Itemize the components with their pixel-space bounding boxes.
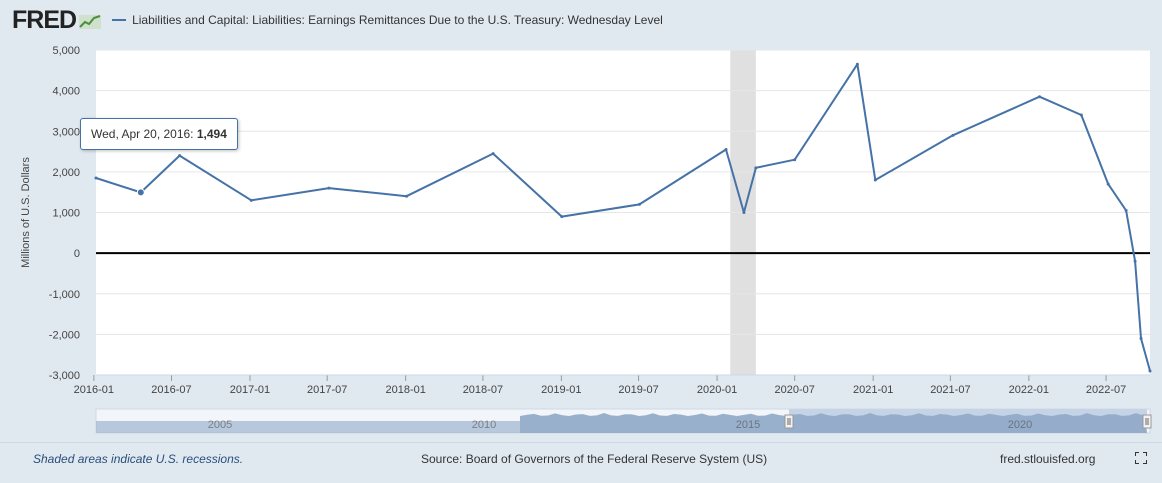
- series-point: [491, 152, 495, 156]
- series-point: [327, 186, 331, 190]
- chart-header: FRED Liabilities and Capital: Liabilitie…: [12, 4, 663, 36]
- series-line: [95, 63, 1151, 372]
- recession-note: Shaded areas indicate U.S. recessions.: [33, 452, 244, 466]
- x-tick-label: 2021-07: [930, 384, 970, 396]
- fred-logo[interactable]: FRED: [12, 5, 77, 34]
- series-point: [1038, 95, 1042, 99]
- x-tick-label: 2017-07: [307, 384, 347, 396]
- x-tick-label: 2019-07: [618, 384, 658, 396]
- navigator-series-area: [520, 413, 1147, 433]
- legend-series-title[interactable]: Liabilities and Capital: Liabilities: Ea…: [132, 13, 663, 27]
- series-point: [754, 166, 758, 170]
- series-point: [249, 198, 253, 202]
- x-tick-label: 2022-01: [1009, 384, 1049, 396]
- x-tick-label: 2017-01: [230, 384, 270, 396]
- y-axis-label: Millions of U.S. Dollars: [20, 157, 32, 268]
- series-point: [1124, 208, 1128, 212]
- y-tick-label: 3,000: [52, 126, 80, 138]
- series-point: [724, 148, 728, 152]
- y-tick-label: 2,000: [52, 167, 80, 179]
- logo-graph-icon: [79, 15, 102, 29]
- series-point: [742, 211, 746, 214]
- x-tick-label: 2016-01: [74, 384, 114, 396]
- y-tick-label: 0: [74, 248, 80, 260]
- x-tick-label: 2018-07: [463, 384, 503, 396]
- series-point: [873, 178, 877, 182]
- fullscreen-icon[interactable]: [1135, 452, 1147, 464]
- series-point: [1106, 182, 1110, 186]
- x-tick-label: 2016-07: [151, 384, 191, 396]
- y-tick-label: -2,000: [49, 329, 80, 341]
- series-point: [1079, 113, 1083, 117]
- x-tick-label: 2020-07: [774, 384, 814, 396]
- site-link[interactable]: fred.stlouisfed.org: [1000, 452, 1096, 466]
- navigator-year-label: 2015: [736, 419, 760, 431]
- navigator-year-label: 2005: [208, 419, 232, 431]
- series-point: [405, 194, 409, 198]
- series-point: [178, 154, 182, 158]
- navigator-year-label: 2010: [472, 419, 496, 431]
- series-point: [1139, 336, 1143, 340]
- y-tick-label: -3,000: [49, 370, 80, 382]
- series-point: [855, 62, 859, 66]
- x-tick-label: 2018-01: [385, 384, 425, 396]
- x-tick-label: 2020-01: [697, 384, 737, 396]
- series-point: [560, 215, 564, 219]
- series-point: [1133, 259, 1137, 263]
- navigator-handle[interactable]: [784, 414, 794, 429]
- series-point: [951, 133, 955, 137]
- x-tick-label: 2021-01: [853, 384, 893, 396]
- tooltip-date: Wed, Apr 20, 2016:: [91, 127, 194, 141]
- legend-line-swatch: [112, 19, 127, 21]
- data-tooltip: Wed, Apr 20, 2016: 1,494: [80, 118, 238, 150]
- series-point: [637, 202, 641, 206]
- series-point: [1148, 369, 1152, 373]
- y-tick-label: 5,000: [52, 45, 80, 57]
- navigator-year-label: 2020: [1008, 419, 1032, 431]
- footer-divider: [0, 442, 1162, 443]
- series-point: [793, 158, 797, 162]
- y-tick-label: 1,000: [52, 208, 80, 220]
- source-note: Source: Board of Governors of the Federa…: [421, 452, 768, 466]
- y-tick-label: 4,000: [52, 86, 80, 98]
- navigator-early-area: [96, 421, 520, 433]
- y-tick-label: -1,000: [49, 289, 80, 301]
- navigator-handle[interactable]: [1142, 414, 1152, 429]
- x-tick-label: 2019-01: [541, 384, 581, 396]
- x-tick-label: 2022-07: [1086, 384, 1126, 396]
- tooltip-value: 1,494: [196, 127, 227, 141]
- series-point: [94, 176, 98, 180]
- tooltip-marker: [136, 188, 145, 197]
